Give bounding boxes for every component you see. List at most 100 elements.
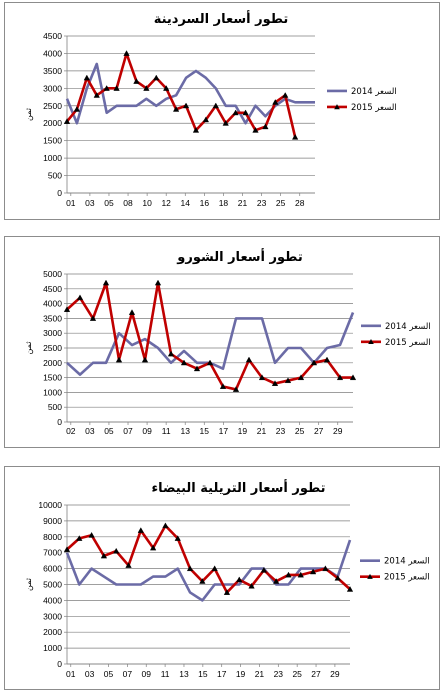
data-point-2015 xyxy=(222,120,229,126)
x-tick-label: 27 xyxy=(311,669,321,679)
data-point-2015 xyxy=(63,546,71,552)
y-tick-label: 500 xyxy=(48,402,62,412)
data-point-2015 xyxy=(123,50,130,56)
legend-label: 2014 السعر xyxy=(385,322,431,332)
x-tick-label: 07 xyxy=(123,669,133,679)
chart-title: تطور أسعار السردينة xyxy=(154,10,289,27)
y-axis-label: ثمن xyxy=(24,578,33,591)
data-point-2015 xyxy=(219,383,227,389)
data-point-2015 xyxy=(232,386,240,392)
data-point-2015 xyxy=(76,535,83,541)
data-point-2015 xyxy=(346,586,354,592)
data-point-2015 xyxy=(297,374,305,381)
x-tick-label: 25 xyxy=(292,669,302,679)
data-point-2015 xyxy=(128,309,136,315)
y-axis-label: ثمن xyxy=(24,342,33,355)
x-tick-label: 09 xyxy=(142,669,152,679)
data-point-2015 xyxy=(89,315,97,321)
data-point-2015 xyxy=(102,279,110,286)
data-point-2015 xyxy=(172,106,180,112)
y-tick-label: 3000 xyxy=(43,611,62,621)
x-tick-label: 27 xyxy=(314,426,324,436)
data-point-2015 xyxy=(334,574,341,581)
x-tick-label: 29 xyxy=(330,669,340,679)
y-tick-label: 1000 xyxy=(43,643,62,653)
data-point-2015 xyxy=(100,552,108,559)
x-tick-label: 29 xyxy=(333,426,343,436)
data-point-2015 xyxy=(63,118,71,124)
data-point-2015 xyxy=(141,356,149,363)
data-point-2015 xyxy=(336,374,344,381)
y-tick-label: 3000 xyxy=(43,83,62,93)
x-tick-label: 21 xyxy=(257,426,267,436)
x-tick-label: 16 xyxy=(200,198,210,208)
x-tick-label: 05 xyxy=(104,669,114,679)
x-tick-label: 03 xyxy=(85,426,95,436)
chart-panel-shoro: تطور أسعار الشورو 0 500 1000 1500 2000 2500 300… xyxy=(4,236,440,448)
data-point-2015 xyxy=(115,356,123,363)
legend-label: 2014 السعر xyxy=(384,557,430,567)
data-point-2015 xyxy=(284,377,292,384)
x-tick-label: 19 xyxy=(238,426,248,436)
y-tick-label: 4000 xyxy=(43,595,62,605)
y-tick-label: 0 xyxy=(57,188,62,198)
legend-marker-2015 xyxy=(334,104,340,110)
x-tick-label: 11 xyxy=(161,669,170,679)
y-tick-label: 6000 xyxy=(43,564,62,574)
x-tick-label: 13 xyxy=(179,669,189,679)
data-point-2015 xyxy=(113,85,120,91)
x-tick-label: 05 xyxy=(104,198,114,208)
x-tick-label: 01 xyxy=(66,198,76,208)
data-point-2015 xyxy=(149,544,157,551)
data-point-2015 xyxy=(206,359,214,366)
data-point-2015 xyxy=(245,356,253,363)
series-line-2014 xyxy=(65,62,315,125)
x-tick-label: 21 xyxy=(238,198,248,208)
y-tick-label: 9000 xyxy=(43,516,62,526)
data-point-2015 xyxy=(180,359,188,366)
y-tick-label: 5000 xyxy=(43,269,62,279)
data-point-2015 xyxy=(273,578,280,584)
data-point-2015 xyxy=(236,576,243,583)
y-tick-label: 1500 xyxy=(43,136,62,146)
chart-title: تطور أسعار الشورو xyxy=(176,248,302,265)
data-point-2015 xyxy=(154,279,162,286)
x-tick-label: 01 xyxy=(66,669,76,679)
chart-panel-sardine: تطور أسعار السردينة 0 500 1000 1500 2000 2500 3… xyxy=(4,2,440,220)
y-tick-label: 2000 xyxy=(43,627,62,637)
data-point-2015 xyxy=(211,565,218,572)
y-tick-label: 2500 xyxy=(43,343,62,353)
data-point-2015 xyxy=(242,109,249,116)
data-point-2015 xyxy=(133,78,140,84)
chart-sardine: تطور أسعار السردينة 0 500 1000 1500 2000 2500 3… xyxy=(24,10,397,208)
y-tick-label: 3500 xyxy=(43,66,62,76)
data-point-2015 xyxy=(282,92,289,98)
x-tick-label: 03 xyxy=(85,198,95,208)
x-tick-label: 25 xyxy=(276,198,286,208)
data-point-2015 xyxy=(182,102,190,109)
y-tick-label: 4500 xyxy=(43,31,62,41)
y-tick-label: 8000 xyxy=(43,532,62,542)
data-point-2015 xyxy=(223,589,231,595)
data-point-2015 xyxy=(212,102,219,109)
data-point-2015 xyxy=(153,74,160,81)
data-point-2015 xyxy=(322,565,329,572)
data-point-2015 xyxy=(174,535,181,541)
data-point-2015 xyxy=(163,85,170,91)
data-point-2015 xyxy=(260,566,268,573)
data-point-2015 xyxy=(125,562,132,568)
y-tick-label: 1000 xyxy=(43,153,62,163)
y-tick-label: 500 xyxy=(48,171,62,181)
y-tick-label: 0 xyxy=(57,417,62,427)
y-tick-label: 4000 xyxy=(43,48,62,58)
series-line-2015 xyxy=(66,281,353,391)
x-tick-label: 19 xyxy=(236,669,246,679)
data-point-2015 xyxy=(76,294,84,301)
data-point-2015 xyxy=(262,123,269,130)
x-tick-label: 21 xyxy=(255,669,265,679)
x-tick-label: 11 xyxy=(162,426,171,436)
x-tick-label: 10 xyxy=(142,198,152,208)
data-point-2015 xyxy=(309,568,317,575)
x-tick-label: 28 xyxy=(295,198,305,208)
data-point-2015 xyxy=(137,527,144,533)
